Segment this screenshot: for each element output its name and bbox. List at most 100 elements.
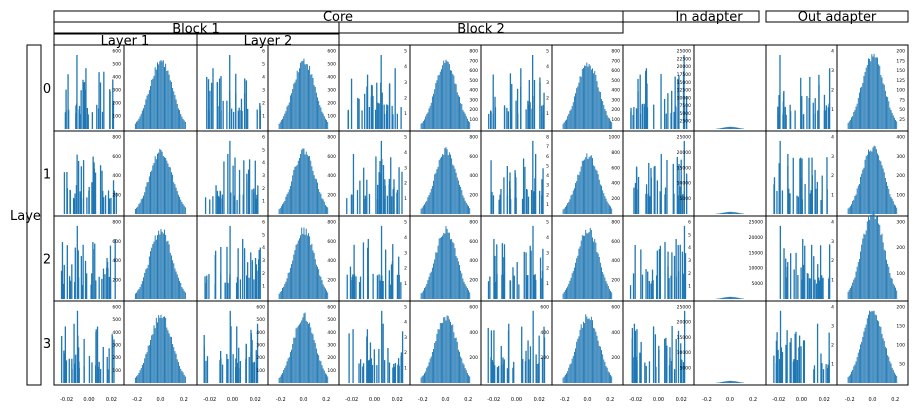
hist-bar [285,281,287,299]
hist-bar [596,335,598,383]
hist-bar [103,197,105,214]
hist-bar [726,212,728,214]
hist-bar [86,107,88,129]
hist-bar [381,105,383,129]
y-tick-label: 5 [262,147,265,153]
hist-bar [513,275,515,299]
y-tick-label: 4 [688,245,691,251]
hist-bar [367,360,370,383]
hist-bar [424,204,425,214]
hist-bar [890,363,892,383]
hist-bar [882,83,884,129]
hist-bar [175,99,177,129]
hist-bar [722,127,724,129]
hist-bar [828,244,831,299]
hist-bar [870,214,872,299]
hist-bar [312,170,314,214]
hist-bar [74,282,76,299]
hist-bar [720,382,722,383]
y-tick-label: 6 [546,154,549,160]
y-tick-label: 100 [327,368,336,374]
hist-bar [286,194,288,214]
y-tick-label: 500 [112,317,121,323]
hist-bar [812,102,814,129]
hist-bar [448,319,450,383]
hist-bar [676,156,678,214]
hist-bar [668,278,670,299]
hist-bar [379,280,381,299]
hist-bar [291,181,293,214]
y-tick-label: 4 [831,49,834,55]
x-tick-label: 0.2 [464,397,472,403]
hist-bar [801,199,804,214]
hist-bar [374,109,377,129]
hist-bar [323,286,325,299]
hist-bar [521,198,524,214]
hist-bar [866,221,868,299]
hist-bar [867,58,869,130]
hist-bar [384,185,386,214]
hist-bar [563,291,565,299]
hist-bar [630,107,632,129]
box-block-2 [338,21,624,34]
y-tick-label: 600 [611,165,620,171]
hist-bar [852,116,854,129]
hist-bar [500,346,502,383]
hist-bar [535,354,537,383]
hist-bar [170,82,172,129]
y-tick-label: 25000 [677,49,691,55]
hist-bar [585,229,587,299]
hist-bar [799,158,801,214]
hist-bar [733,127,735,129]
y-tick-label: 600 [469,68,478,74]
hist-bar [465,202,467,214]
hist-bar [63,172,66,214]
hist-bar [301,227,303,299]
hist-bar [382,323,384,383]
hist-bar [143,277,145,299]
hist-bar [162,233,164,299]
hist-bar [506,166,508,214]
hist-bar [860,251,862,299]
y-tick-label: 2 [831,258,834,264]
hist-bar [870,150,872,214]
hist-bar [636,329,638,383]
hist-bar [280,120,282,129]
x-tick-label: -0.02 [345,397,358,403]
hist-bar [321,365,323,383]
hist-bar [663,98,666,129]
hist-bar [446,315,448,383]
hist-bar [726,381,728,383]
hist-bar [718,382,720,383]
hist-bar [730,380,732,383]
hist-bar [311,332,313,383]
hist-bar [145,99,147,129]
y-tick-label: 200 [469,192,478,198]
y-tick-label: 4 [404,320,407,326]
hist-bar [243,160,245,214]
y-tick-label: 600 [327,305,336,311]
y-tick-label: 1 [262,114,265,120]
hist-bar [725,212,727,214]
hist-bar [680,159,682,214]
x-tick-label: 0.0 [157,397,165,403]
y-tick-label: 5 [262,62,265,68]
hist-bar [300,153,302,214]
y-tick-label: 2 [546,192,549,198]
hist-bar [493,238,495,299]
hist-bar [588,64,590,129]
hist-bar [648,361,651,383]
hist-bar [605,111,607,129]
hist-bar [816,323,819,383]
hist-bar [400,352,403,383]
hist-bar [466,288,468,299]
y-tick-label: 3 [404,250,407,256]
hist-bar [641,104,643,129]
row-label-column [26,44,42,386]
x-tick-label: 0.02 [106,397,117,403]
hist-bar [229,225,231,299]
hist-bar [292,175,294,214]
hist-bar [721,127,723,129]
